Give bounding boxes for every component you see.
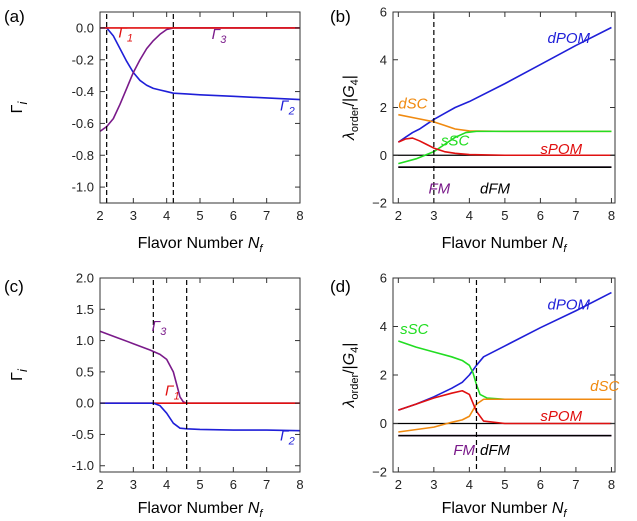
y-axis-title: λorder/|G4| [341,75,361,141]
x-axis-title: Flavor Number Nf [138,235,264,255]
series-line-3 [99,330,300,404]
x-tick-label: 6 [537,477,544,492]
x-tick-label: 8 [296,208,303,223]
panel-tag: (d) [330,277,351,296]
series-line-dsc [398,113,612,133]
y-tick-label: -1.0 [72,458,94,473]
x-tick-label: 4 [163,208,170,223]
y-tick-label: 0 [380,416,387,431]
y-tick-label: 0 [380,148,387,163]
series-line-dpom [397,26,612,143]
series-label-1: Γ1 [118,24,133,44]
y-tick-label: 4 [380,52,387,67]
x-tick-label: 8 [608,477,615,492]
x-tick-label: 5 [196,208,203,223]
y-tick-label: -0.6 [72,116,94,131]
panel-a: (a) 2 3 4 5 6 7 8 -1.0 -0.8 -0.6 -0.4 -0.2 0.0 Flavor … [4,7,304,255]
panel-b: (b) 2 3 4 5 6 7 8 −2 0 2 4 6 Flavor Number Nf λorder/|… [330,5,616,255]
y-tick-label: 4 [380,319,387,334]
series-label-ssc: sSC [441,133,470,150]
y-tick-label: -0.4 [72,84,94,99]
series-label-fm: FM [453,442,475,459]
x-tick-label: 3 [130,477,137,492]
y-tick-label: 6 [380,271,387,286]
y-tick-label: 0.0 [76,396,94,411]
series-label-dpom: dPOM [548,30,591,47]
y-tick-label: -0.8 [72,148,94,163]
y-axis-title: Γi [9,368,30,381]
series-label-spom: sPOM [540,408,582,425]
x-tick-label: 4 [466,208,473,223]
y-tick-label: -0.5 [72,427,94,442]
series-line-spom [398,389,612,425]
series-line-2 [100,27,301,101]
y-tick-label: 1.5 [76,302,94,317]
y-axis-title: Γi [9,101,30,114]
series-label-dfm: dFM [480,442,511,459]
series-label-dpom: dPOM [548,297,591,314]
series-label-spom: sPOM [540,141,582,158]
series-label-dsc: dSC [398,96,427,113]
x-tick-label: 4 [163,477,170,492]
series-line-dsc [398,398,612,433]
panel-tag: (c) [4,277,24,296]
y-tick-label: −2 [372,196,387,211]
x-tick-label: 2 [395,477,402,492]
x-tick-label: 3 [430,477,437,492]
series-label-fm: FM [429,180,451,197]
y-tick-label: 0.5 [76,364,94,379]
panel-tag: (b) [330,7,351,26]
y-tick-label: 6 [380,5,387,20]
x-axis-title: Flavor Number Nf [138,500,264,520]
series-line-ssc [398,340,612,401]
panel-tag: (a) [4,7,25,26]
x-tick-label: 8 [296,477,303,492]
x-tick-label: 6 [230,477,237,492]
x-tick-label: 2 [395,208,402,223]
panel-c: (c) 2 3 4 5 6 7 8 -1.0 -0.5 0.0 0.5 1.0 1.5 2.0 Flavor … [4,271,304,521]
y-tick-label: 2.0 [76,271,94,286]
x-tick-label: 2 [96,208,103,223]
y-tick-label: −2 [372,465,387,480]
series-label-dsc: dSC [590,378,619,395]
x-tick-label: 7 [263,477,270,492]
x-tick-label: 7 [572,477,579,492]
y-tick-label: -1.0 [72,180,94,195]
panel-d: (d) 2 3 4 5 6 7 8 −2 0 2 4 6 Flavor Number Nf λorder/|… [330,271,619,521]
y-axis-title: λorder/|G4| [341,343,361,409]
x-tick-label: 5 [501,208,508,223]
plot-frame [99,277,301,473]
series-label-3: Γ3 [212,26,228,46]
x-tick-label: 3 [430,208,437,223]
x-tick-label: 6 [230,208,237,223]
series-label-2: Γ2 [280,98,295,118]
y-tick-label: 2 [380,368,387,383]
x-tick-label: 3 [130,208,137,223]
x-tick-label: 5 [196,477,203,492]
series-label-dfm: dFM [480,180,511,197]
x-axis-title: Flavor Number Nf [442,235,568,255]
x-tick-label: 8 [608,208,615,223]
x-tick-label: 4 [466,477,473,492]
series-line-dpom [398,291,612,411]
y-tick-label: 2 [380,100,387,115]
x-tick-label: 5 [501,477,508,492]
x-tick-label: 6 [537,208,544,223]
y-tick-label: -0.2 [72,52,94,67]
x-axis-title: Flavor Number Nf [442,500,568,520]
series-line-ssc [398,130,612,165]
y-tick-label: 1.0 [76,333,94,348]
series-label-3: Γ3 [152,318,168,338]
x-tick-label: 7 [263,208,270,223]
series-label-2: Γ2 [280,428,295,448]
series-label-1: Γ1 [165,383,180,403]
series-line-spom [398,137,612,157]
series-label-ssc: sSC [400,321,429,338]
y-tick-label: 0.0 [76,20,94,35]
x-tick-label: 2 [96,477,103,492]
x-tick-label: 7 [572,208,579,223]
series-line-2 [100,402,301,432]
